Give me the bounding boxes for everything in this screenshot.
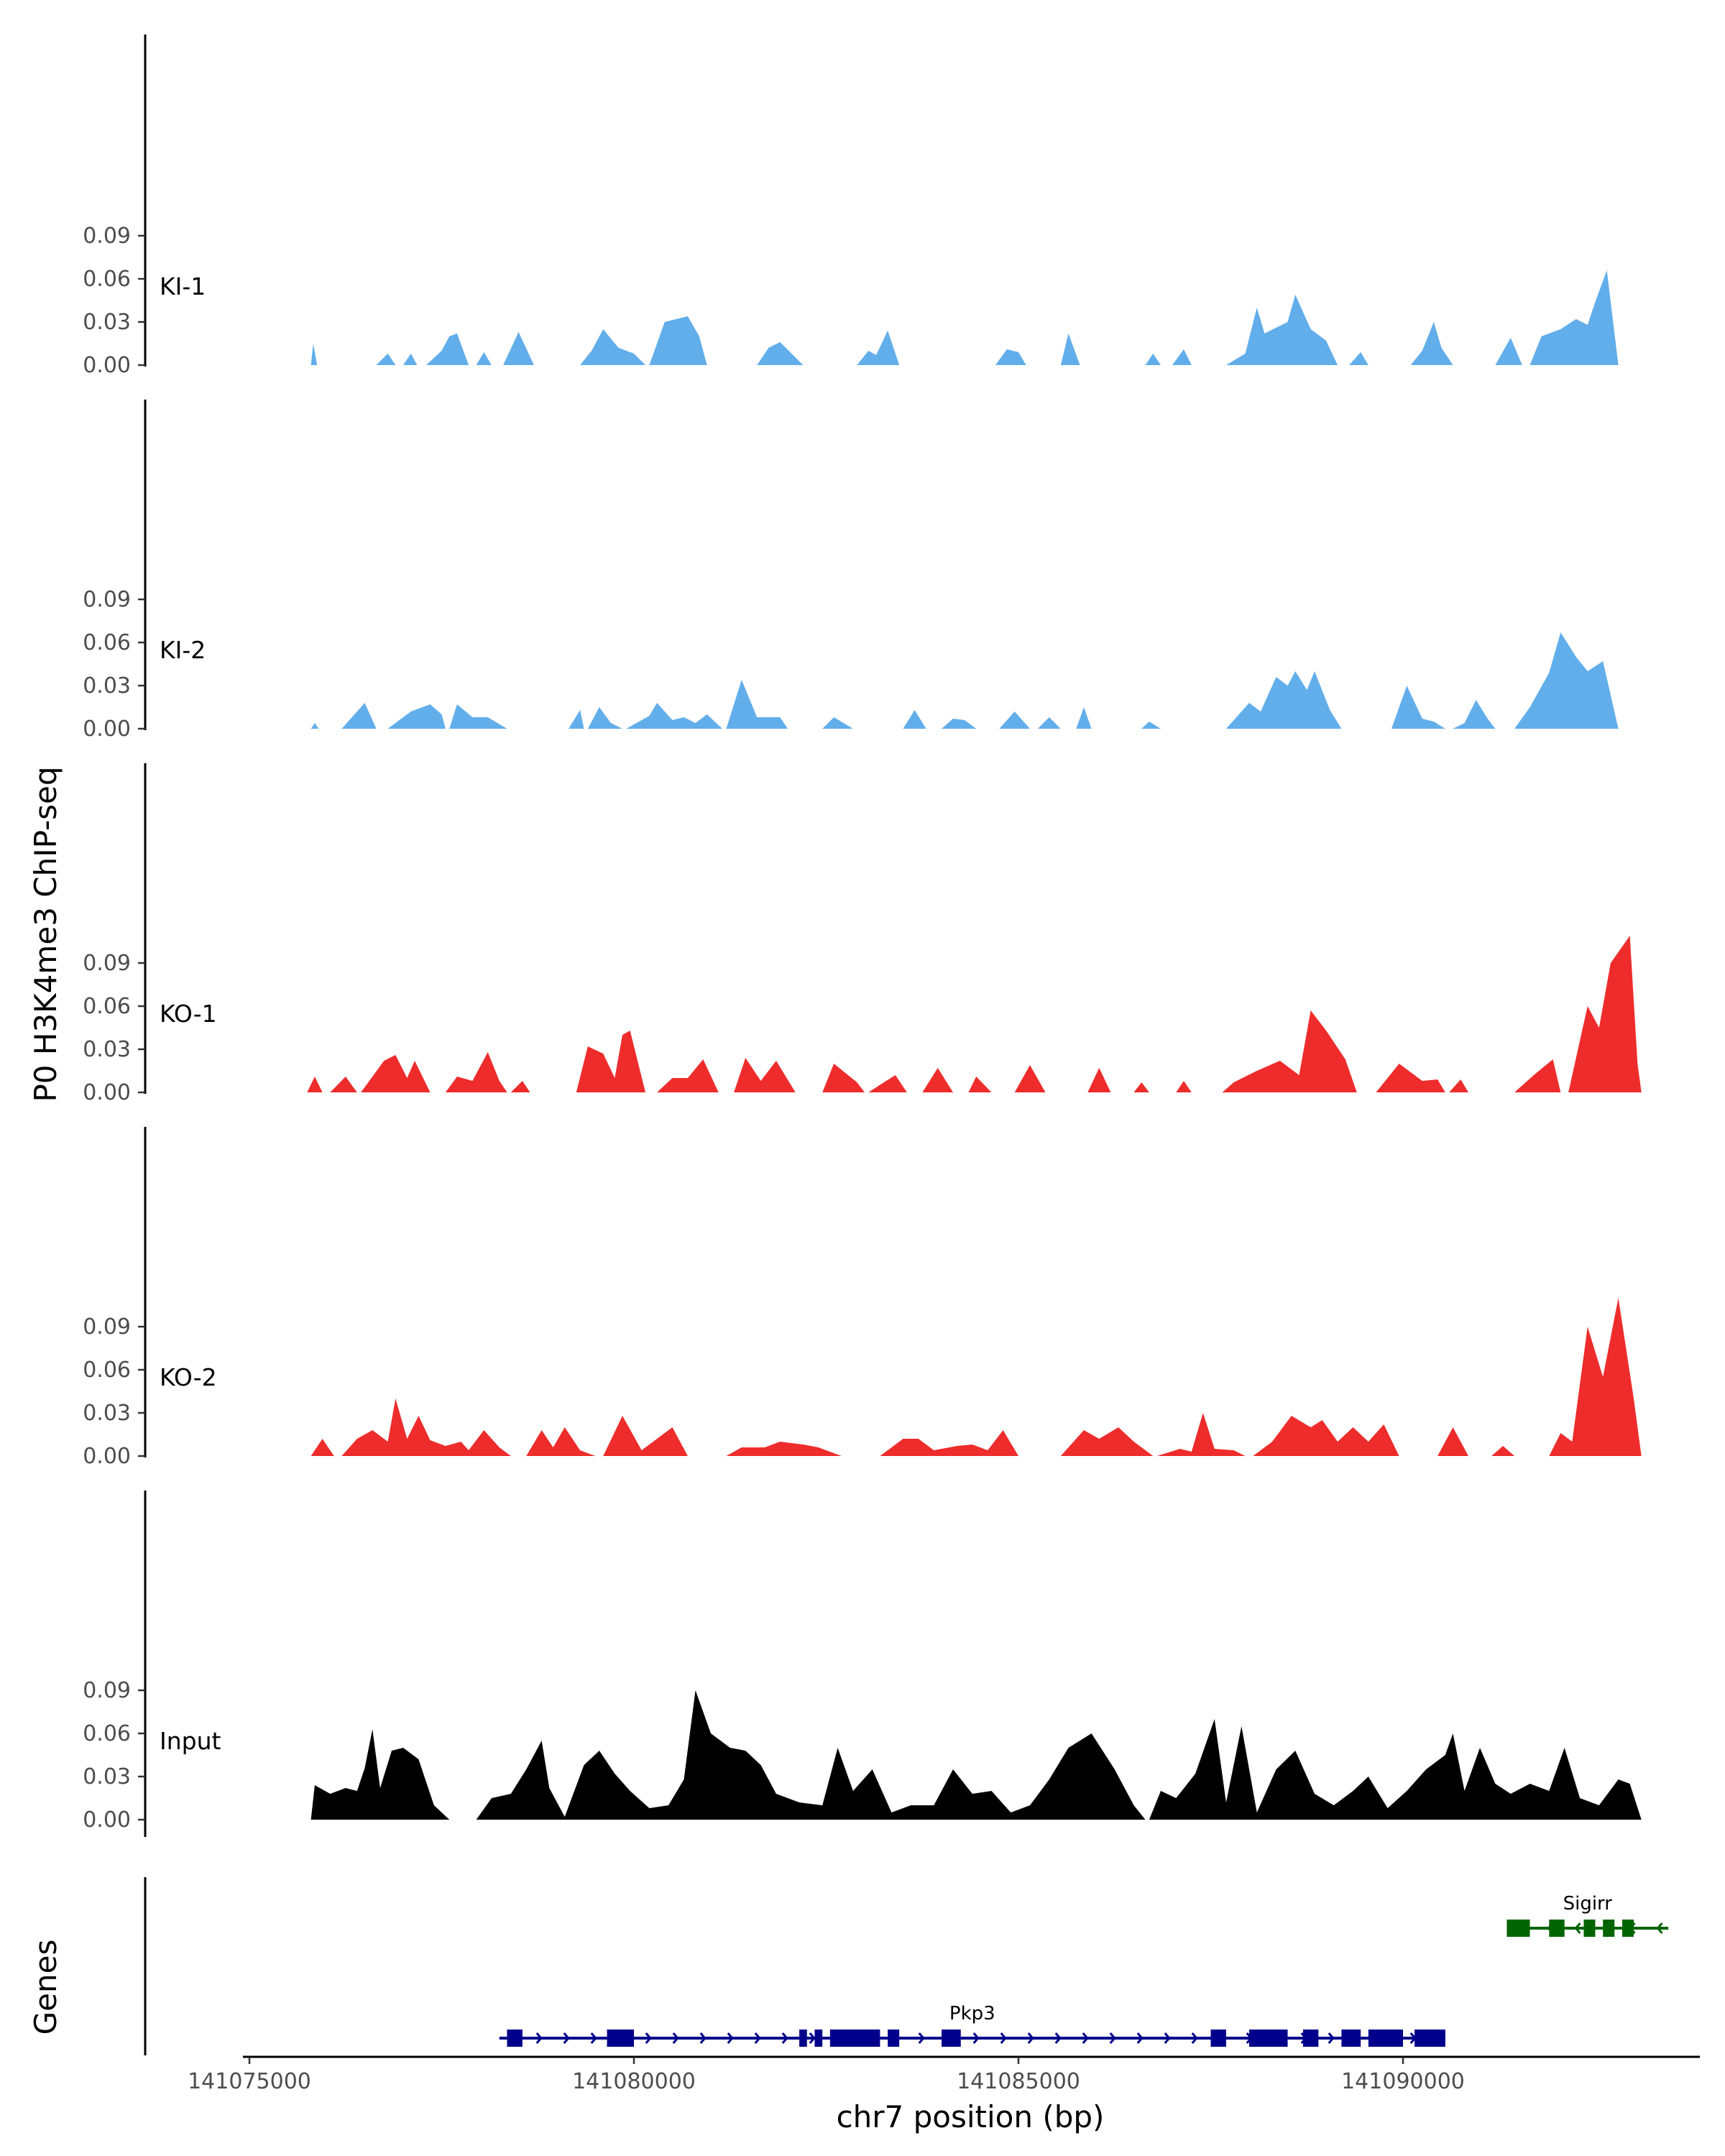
signal-area-input: [310, 1690, 1642, 1820]
exon: [607, 2030, 634, 2047]
x-axis-title: chr7 position (bp): [837, 2099, 1105, 2134]
gene-label: Pkp3: [949, 2003, 995, 2024]
y-tick-label: 0.09: [83, 224, 131, 249]
exon: [1583, 1920, 1596, 1937]
strand-arrow: [972, 2032, 980, 2044]
track-ko-2: 0.00 0.03 0.06 0.09 KO-2: [83, 1127, 1642, 1469]
strand-arrow: [809, 2032, 816, 2044]
track-ki-1: 0.00 0.03 0.06 0.09 KI-1: [83, 34, 1619, 378]
x-tick-label: 141090000: [1341, 2069, 1465, 2094]
exon: [942, 2030, 961, 2047]
y-tick-label: 0.00: [83, 1444, 131, 1469]
strand-arrow: [1328, 2032, 1335, 2044]
y-tick-label: 0.06: [83, 994, 131, 1019]
strand-arrow: [1136, 2032, 1144, 2044]
strand-arrow: [1656, 1922, 1663, 1934]
strand-arrow: [672, 2032, 679, 2044]
y-tick-label: 0.03: [83, 310, 131, 335]
exon: [888, 2030, 900, 2047]
exon: [1368, 2030, 1403, 2047]
y-tick-label: 0.00: [83, 1807, 131, 1833]
track-ko-1: 0.00 0.03 0.06 0.09 KO-1: [83, 763, 1642, 1105]
strand-arrow: [590, 2032, 597, 2044]
exon: [1210, 2030, 1226, 2047]
y-tick-label: 0.09: [83, 951, 131, 976]
signal-area-ki-2: [310, 632, 1619, 729]
x-tick-label: 141085000: [957, 2069, 1080, 2094]
y-tick-label: 0.06: [83, 1358, 131, 1383]
exon: [1506, 1920, 1530, 1937]
track-label: KO-2: [160, 1363, 217, 1391]
strand-arrow: [1082, 2032, 1089, 2044]
exon: [1249, 2030, 1288, 2047]
y-tick-label: 0.09: [83, 1678, 131, 1703]
strand-arrow: [563, 2032, 570, 2044]
track-ki-2: 0.00 0.03 0.06 0.09 KI-2: [83, 400, 1619, 742]
gene-pkp3: Pkp3: [499, 2003, 1445, 2047]
track-label: KI-2: [160, 636, 206, 664]
y-tick-label: 0.00: [83, 1080, 131, 1105]
exon: [1549, 1920, 1565, 1937]
genes-layer: Pkp3 Sigirr: [144, 1877, 1669, 2055]
strand-arrow: [727, 2032, 734, 2044]
strand-arrow: [918, 2032, 925, 2044]
exon: [507, 2030, 523, 2047]
signal-area-ko-1: [307, 936, 1642, 1092]
x-tick-label: 141080000: [572, 2069, 696, 2094]
strand-arrow: [1000, 2032, 1007, 2044]
signal-area-ki-1: [310, 270, 1619, 365]
y-tick-label: 0.03: [83, 673, 131, 699]
strand-arrow: [1574, 1922, 1581, 1934]
strand-arrow: [1191, 2032, 1198, 2044]
y-tick-label: 0.06: [83, 630, 131, 655]
y-tick-label: 0.03: [83, 1764, 131, 1789]
gene-sigirr: Sigirr: [1506, 1893, 1669, 1937]
exon: [829, 2030, 880, 2047]
exon: [1414, 2030, 1445, 2047]
exon: [1302, 2030, 1319, 2047]
gene-label: Sigirr: [1563, 1893, 1613, 1915]
exon: [1341, 2030, 1361, 2047]
y-tick-label: 0.00: [83, 717, 131, 742]
track-input: 0.00 0.03 0.06 0.09 Input: [83, 1491, 1642, 1837]
x-axis: 141075000 141080000 141085000 141090000: [188, 2055, 1700, 2094]
strand-arrow: [1109, 2032, 1116, 2044]
signal-area-ko-2: [310, 1298, 1642, 1456]
strand-arrow: [645, 2032, 652, 2044]
genes-axis-title: Genes: [28, 1940, 63, 2035]
strand-arrow: [699, 2032, 707, 2044]
y-tick-label: 0.03: [83, 1401, 131, 1426]
y-tick-label: 0.03: [83, 1037, 131, 1062]
exon: [799, 2030, 807, 2047]
y-tick-label: 0.06: [83, 267, 131, 292]
x-tick-label: 141075000: [188, 2069, 311, 2094]
y-tick-label: 0.00: [83, 353, 131, 378]
strand-arrow: [1054, 2032, 1062, 2044]
strand-arrow: [535, 2032, 543, 2044]
exon: [1603, 1920, 1615, 1937]
tracks-layer: 0.00 0.03 0.06 0.09 KI-1 0.00 0.03 0.06 0.09 KI-2…: [83, 34, 1642, 1837]
exon: [814, 2030, 823, 2047]
track-label: KO-1: [160, 1000, 217, 1028]
y-tick-label: 0.09: [83, 587, 131, 612]
strand-arrow: [754, 2032, 761, 2044]
y-axis-title: P0 H3K4me3 ChIP-seq: [28, 766, 63, 1102]
track-label: Input: [160, 1727, 221, 1755]
track-label: KI-1: [160, 272, 206, 300]
y-tick-label: 0.09: [83, 1314, 131, 1340]
exon: [1622, 1920, 1634, 1937]
strand-arrow: [1027, 2032, 1034, 2044]
strand-arrow: [781, 2032, 788, 2044]
strand-arrow: [1164, 2032, 1171, 2044]
y-tick-label: 0.06: [83, 1721, 131, 1746]
